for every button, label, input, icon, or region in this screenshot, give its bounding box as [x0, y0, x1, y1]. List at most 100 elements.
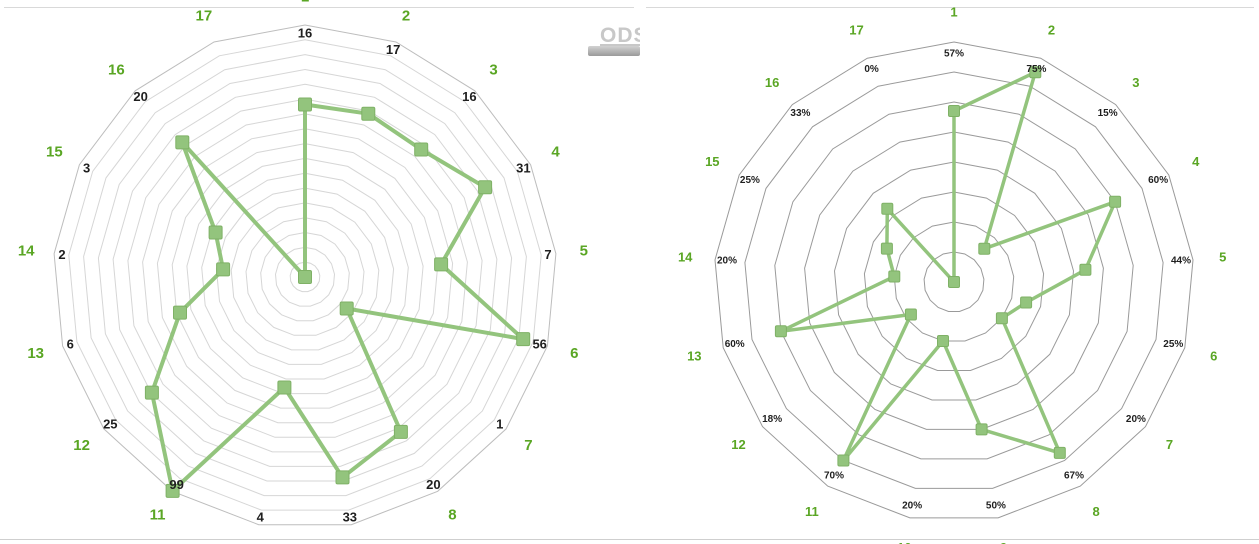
right-panel: 123456789101112131415161757%75%15%60%44%…	[640, 0, 1259, 544]
spoke-label: 1	[301, 0, 309, 6]
left-panel: ODS 123456789101112131415161716171631756…	[0, 0, 640, 544]
spoke-label: 15	[46, 144, 63, 161]
value-label: 25	[103, 417, 117, 432]
spoke-label: 15	[705, 154, 719, 169]
watermark-badge: ODS	[588, 24, 640, 60]
value-label: 16	[462, 89, 476, 104]
value-label: 20	[133, 89, 147, 104]
spoke-label: 4	[551, 144, 560, 161]
data-point	[478, 180, 493, 195]
spoke-label: 8	[1092, 504, 1099, 519]
data-point	[277, 380, 292, 395]
bottom-divider	[0, 539, 640, 540]
data-point	[335, 470, 350, 485]
data-point	[1053, 446, 1066, 459]
data-point	[1029, 66, 1042, 79]
data-point	[975, 423, 988, 436]
value-label: 17	[386, 42, 400, 57]
radar-chart-right: 123456789101112131415161757%75%15%60%44%…	[678, 5, 1226, 544]
grid-ring	[68, 39, 542, 511]
data-point	[774, 325, 787, 338]
grid-ring	[186, 157, 424, 395]
spoke-label: 2	[1048, 23, 1055, 38]
data-point	[995, 312, 1008, 325]
value-label: 56	[532, 336, 546, 351]
grid-ring	[804, 131, 1104, 430]
data-point	[881, 202, 894, 215]
data-point	[880, 242, 893, 255]
value-label: 20%	[1126, 414, 1146, 425]
spoke-label: 1	[950, 5, 957, 20]
value-label: 25%	[740, 175, 760, 186]
value-label: 33%	[790, 108, 810, 119]
spoke-label: 11	[150, 507, 166, 524]
value-label: 31	[516, 161, 530, 176]
grid-ring	[893, 221, 1015, 342]
data-point	[361, 106, 376, 121]
data-point	[904, 308, 917, 321]
data-point	[393, 424, 408, 439]
spoke-label: 12	[731, 437, 745, 452]
spoke-label: 12	[73, 437, 90, 454]
data-point	[434, 257, 449, 272]
grid-ring	[142, 113, 468, 438]
value-label: 99	[169, 477, 183, 492]
spoke-label: 5	[580, 243, 588, 260]
spoke-label: 14	[678, 250, 693, 265]
spoke-label: 6	[570, 345, 578, 362]
data-point	[298, 97, 312, 112]
spoke-label: 5	[1219, 250, 1226, 265]
value-label: 15%	[1098, 108, 1118, 119]
grid-ring	[215, 187, 395, 365]
grid-ring	[112, 83, 498, 467]
spoke-label: 17	[849, 23, 863, 38]
spoke-label: 13	[687, 348, 701, 363]
spoke-label: 16	[108, 62, 125, 79]
grid-ring	[245, 217, 365, 336]
spoke-label: 4	[1192, 154, 1200, 169]
spoke-label: 9	[1000, 540, 1007, 544]
value-label: 33	[343, 509, 357, 524]
value-label: 20%	[717, 256, 737, 267]
bottom-divider	[640, 539, 1259, 540]
value-label: 50%	[986, 501, 1006, 512]
data-point	[1079, 263, 1092, 276]
spoke-label: 7	[524, 437, 532, 454]
spoke-label: 10	[897, 540, 911, 544]
data-point	[339, 301, 354, 316]
data-point	[948, 276, 960, 288]
value-label: 20%	[902, 501, 922, 512]
spoke-label: 3	[489, 62, 497, 79]
grid-ring	[83, 54, 527, 497]
value-label: 67%	[1064, 470, 1084, 481]
value-label: 44%	[1171, 256, 1191, 267]
top-divider	[4, 7, 634, 8]
grid-ring	[923, 251, 985, 312]
value-label: 16	[298, 26, 312, 41]
value-label: 2	[58, 247, 65, 262]
data-point	[937, 335, 949, 347]
grid-ring	[127, 98, 483, 453]
value-label: 18%	[762, 414, 782, 425]
series-line	[149, 102, 526, 493]
grid-ring	[714, 41, 1194, 519]
value-label: 0%	[864, 64, 879, 75]
grid-ring	[260, 231, 350, 322]
data-point	[414, 142, 429, 157]
radar-grid	[53, 24, 557, 526]
value-label: 70%	[824, 470, 844, 481]
value-label: 7	[544, 247, 551, 262]
data-point	[298, 270, 312, 284]
data-point	[1109, 195, 1122, 208]
grid-ring	[744, 71, 1164, 489]
value-label: 6	[67, 336, 74, 351]
grid-ring	[274, 246, 336, 307]
data-point	[516, 332, 531, 347]
data-point	[978, 242, 991, 255]
value-label: 25%	[1163, 339, 1183, 350]
data-point	[173, 305, 187, 320]
value-label: 60%	[725, 339, 745, 350]
grid-ring	[97, 68, 513, 482]
grid-ring	[171, 143, 439, 409]
value-label: 4	[257, 509, 265, 524]
